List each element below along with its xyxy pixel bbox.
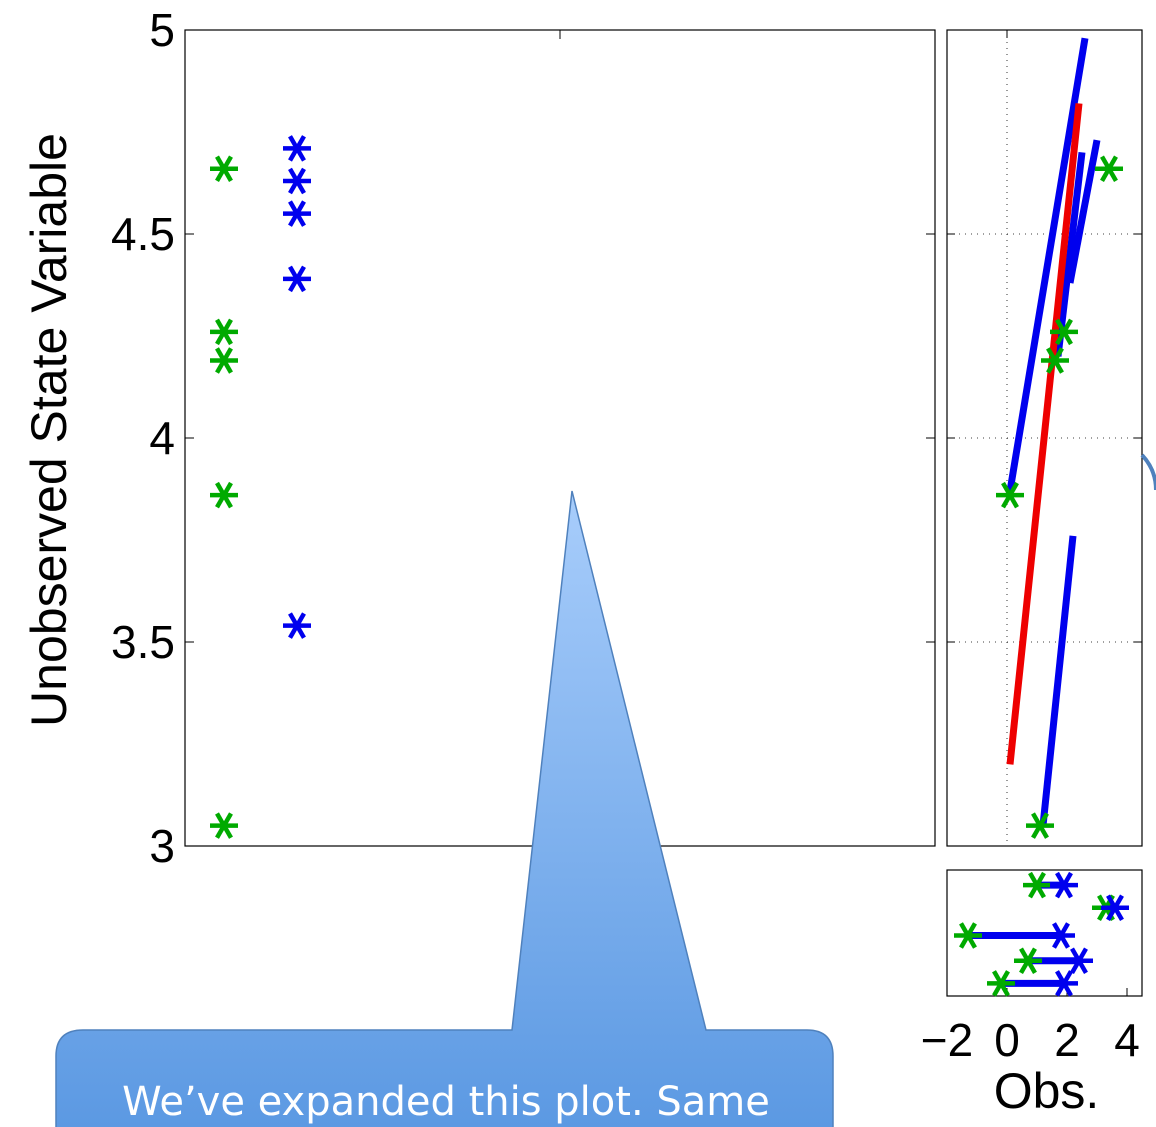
edge-arrow [1140,453,1156,491]
y-tick-label: 4.5 [111,208,175,260]
right-line-panel [946,29,1143,847]
x-tick-label: −2 [921,1014,973,1066]
y-tick-label: 4 [149,412,175,464]
callout-shape [55,490,834,1127]
y-tick-label: 5 [149,4,175,56]
x-tick-label: 2 [1054,1014,1080,1066]
data-point-blue [1047,922,1075,949]
data-point [210,347,238,374]
y-axis-label: Unobserved State Variable [21,133,77,727]
x-tick-label: 4 [1114,1014,1140,1066]
data-point-green [1023,871,1051,899]
data-point [1026,812,1054,839]
data-point-green [954,922,982,949]
series-line [1039,535,1077,826]
bottom-plot-frame [946,869,1143,997]
data-point [283,200,311,227]
y-tick-label: 3.5 [111,616,175,668]
y-tick-label: 3 [149,820,175,872]
x-axis-label: Obs. [994,1063,1100,1119]
data-point [283,612,311,639]
data-point [1041,347,1069,374]
data-point-green [987,970,1015,997]
data-point-green [1014,947,1042,974]
data-point-blue [1101,894,1129,922]
data-point-blue [1050,871,1078,899]
data-point [210,318,238,346]
data-point [283,135,311,162]
x-tick-label: 0 [994,1014,1020,1066]
data-point [210,155,238,182]
series-line [1066,139,1101,284]
data-point-blue [1065,947,1093,974]
data-point [283,265,311,293]
data-point [210,481,238,509]
main-scatter-panel: 3 3.5 4 4.5 5 Unobserved State Variable [21,4,936,872]
bottom-obs-panel: −2 0 2 4 Obs. [921,869,1143,1119]
data-point [996,481,1024,509]
data-point-blue [1050,970,1078,997]
data-point [283,167,311,195]
series-line [1006,103,1083,765]
series-line [1006,37,1089,492]
callout-bubble: We’ve expanded this plot. Same [55,453,1156,1127]
data-point [1095,155,1123,182]
data-point [1050,318,1078,346]
data-point [210,812,238,839]
series-line [1054,151,1086,357]
callout-text: We’ve expanded this plot. Same [122,1079,770,1125]
